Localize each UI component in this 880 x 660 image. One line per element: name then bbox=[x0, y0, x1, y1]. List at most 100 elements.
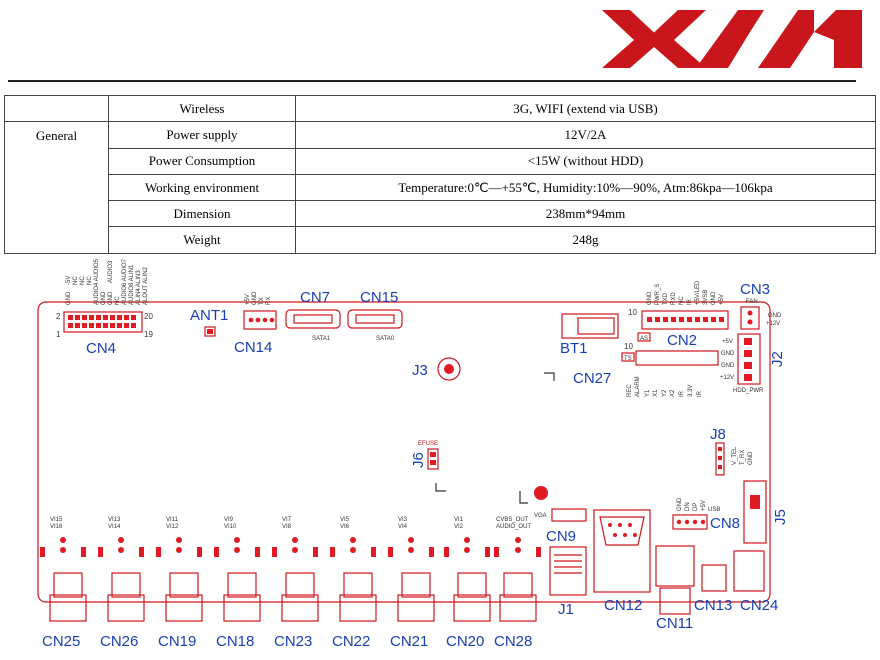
cn11: CN11 bbox=[655, 545, 695, 632]
spec-group: General bbox=[4, 121, 109, 254]
cn13-body bbox=[701, 564, 727, 592]
cn8-pin-label: GND bbox=[677, 497, 683, 511]
cn14-pin-label: TX bbox=[259, 297, 265, 305]
bnc-connector: VI9 VI10 CN18 bbox=[214, 517, 261, 650]
j8-pin-label: GND bbox=[748, 451, 754, 465]
j2: +5V GND GND +12V HDD_PWR J2 bbox=[720, 333, 786, 394]
svg-text:CN23: CN23 bbox=[274, 633, 312, 650]
cn27-label: CN27 bbox=[573, 370, 611, 387]
spec-table: Wireless 3G, WIFI (extend via USB) Gener… bbox=[4, 94, 876, 254]
cn3-sub: FAN bbox=[746, 299, 758, 305]
cn4-body bbox=[63, 311, 143, 333]
cn24-body bbox=[733, 550, 765, 592]
cn27-body bbox=[635, 350, 719, 366]
svg-text:VI2: VI2 bbox=[454, 524, 464, 530]
cn24-label: CN24 bbox=[740, 597, 778, 614]
svg-text:VI10: VI10 bbox=[224, 524, 237, 530]
board-outline bbox=[37, 301, 771, 603]
table-row: Power Consumption <15W (without HDD) bbox=[5, 147, 876, 175]
svg-text:VI3: VI3 bbox=[398, 517, 408, 523]
cn4-pin-label: NC bbox=[80, 276, 86, 285]
cn7-body bbox=[285, 309, 341, 329]
svg-text:CN20: CN20 bbox=[446, 633, 484, 650]
led-indicator bbox=[534, 486, 548, 500]
cn27-pin-label: X2 bbox=[670, 389, 676, 397]
logo-m-mid bbox=[758, 10, 814, 68]
ant1-pad bbox=[204, 326, 216, 337]
spec-value: 3G, WIFI (extend via USB) bbox=[295, 94, 876, 123]
cn8-label: CN8 bbox=[710, 515, 740, 532]
j1: J1 bbox=[549, 546, 587, 618]
bnc-connector: VI3 VI4 CN21 bbox=[388, 517, 435, 650]
spec-value: 248g bbox=[295, 226, 876, 254]
cn8-body bbox=[672, 514, 708, 530]
cn27-pin-label: X1 bbox=[653, 389, 659, 397]
svg-text:VI7: VI7 bbox=[282, 517, 292, 523]
cn4-pin-19: 19 bbox=[144, 330, 153, 339]
cn27-pin-10: 10 bbox=[624, 342, 633, 351]
spec-value: <15W (without HDD) bbox=[295, 147, 876, 175]
cn8: GND DN DP +5V USB CN8 bbox=[672, 497, 740, 532]
spec-value: 238mm*94mm bbox=[295, 200, 876, 228]
svg-text:VI1: VI1 bbox=[454, 517, 464, 523]
cn4-pin-label: AUDIO3 bbox=[108, 260, 114, 283]
cn4-pin-label: GND bbox=[101, 291, 107, 305]
cn14: +5V GND TX RX CN14 bbox=[234, 291, 277, 356]
spec-item: Weight bbox=[108, 226, 296, 254]
cn15-sub: SATA0 bbox=[376, 336, 395, 342]
svg-text:VI5: VI5 bbox=[340, 517, 350, 523]
svg-text:VI9: VI9 bbox=[224, 517, 234, 523]
cn4-pin-1: 1 bbox=[56, 330, 61, 339]
cn3-pin-label: +12V bbox=[766, 321, 780, 327]
j3-label: J3 bbox=[412, 362, 428, 379]
cn4-pin-label: AUDIO6 AUDIO7 bbox=[122, 258, 128, 305]
svg-text:VI13: VI13 bbox=[108, 517, 121, 523]
svg-text:AUDIO_OUT: AUDIO_OUT bbox=[496, 524, 531, 530]
bnc-connector: VI11 VI12 CN19 bbox=[156, 517, 203, 650]
cn24: CN24 bbox=[733, 550, 778, 614]
cn8-sub: USB bbox=[708, 507, 720, 513]
j8-pin-label: V_TEL bbox=[732, 446, 738, 465]
cn27-pin-label: IR bbox=[679, 390, 685, 397]
spec-value: Temperature:0℃—+55℃, Humidity:10%—90%, A… bbox=[295, 173, 876, 202]
board-diagram: GND -5V NC NC NC AUDIO4 AUDIO5 GND GND A… bbox=[37, 258, 789, 650]
ant1: ANT1 bbox=[190, 307, 228, 337]
svg-text:VI8: VI8 bbox=[282, 524, 292, 530]
cn2-pin-label: +5V bbox=[719, 294, 725, 305]
cn2-pin-label: IR bbox=[687, 298, 693, 305]
cn8-pin-label: DP bbox=[693, 503, 699, 511]
cn2-body bbox=[641, 310, 729, 330]
cn27: 10 TS REC ALARM Y1 X1 Y2 X2 IR 3.3V IR C… bbox=[544, 342, 719, 397]
cn3-body bbox=[740, 306, 760, 330]
cn9: VGA CN9 bbox=[519, 486, 587, 545]
j5-label: J5 bbox=[772, 509, 789, 525]
bnc-connector: CVBS_OUT AUDIO_OUT CN28 bbox=[494, 517, 541, 650]
cn12-label: CN12 bbox=[604, 597, 642, 614]
cn4-label: CN4 bbox=[86, 340, 116, 357]
logo-x-right bbox=[646, 10, 706, 68]
cn27-pin-label: ALARM bbox=[635, 376, 641, 397]
svg-text:VI6: VI6 bbox=[340, 524, 350, 530]
cn3-pin-label: GND bbox=[768, 313, 782, 319]
cn15-label: CN15 bbox=[360, 289, 398, 306]
cn11-body bbox=[655, 545, 695, 587]
svg-text:VI11: VI11 bbox=[166, 517, 179, 523]
j2-body bbox=[737, 333, 761, 385]
svg-text:CN18: CN18 bbox=[216, 633, 254, 650]
j8-body bbox=[715, 442, 725, 476]
cn14-pin-label: RX bbox=[266, 297, 272, 305]
cn2-pin-label: 3VSB bbox=[703, 290, 709, 305]
j2-pin-label: GND bbox=[721, 351, 735, 357]
table-row: General Power supply 12V/2A bbox=[4, 121, 876, 254]
j5: J5 bbox=[743, 480, 789, 544]
j8-label: J8 bbox=[710, 426, 726, 443]
cn15: CN15 SATA0 bbox=[347, 289, 403, 342]
cn4-pin-label: GND bbox=[66, 291, 72, 305]
cn2-pin-10: 10 bbox=[628, 308, 637, 317]
cn27-pin-label: 3.3V bbox=[688, 385, 694, 397]
cn4-pin-label: ALIN4 ALIN3 bbox=[136, 270, 142, 305]
j6-label: J6 bbox=[410, 452, 427, 468]
j1-body bbox=[549, 546, 587, 596]
cn4-pin-label: NC bbox=[87, 276, 93, 285]
j2-pin-label: +5V bbox=[722, 339, 733, 345]
